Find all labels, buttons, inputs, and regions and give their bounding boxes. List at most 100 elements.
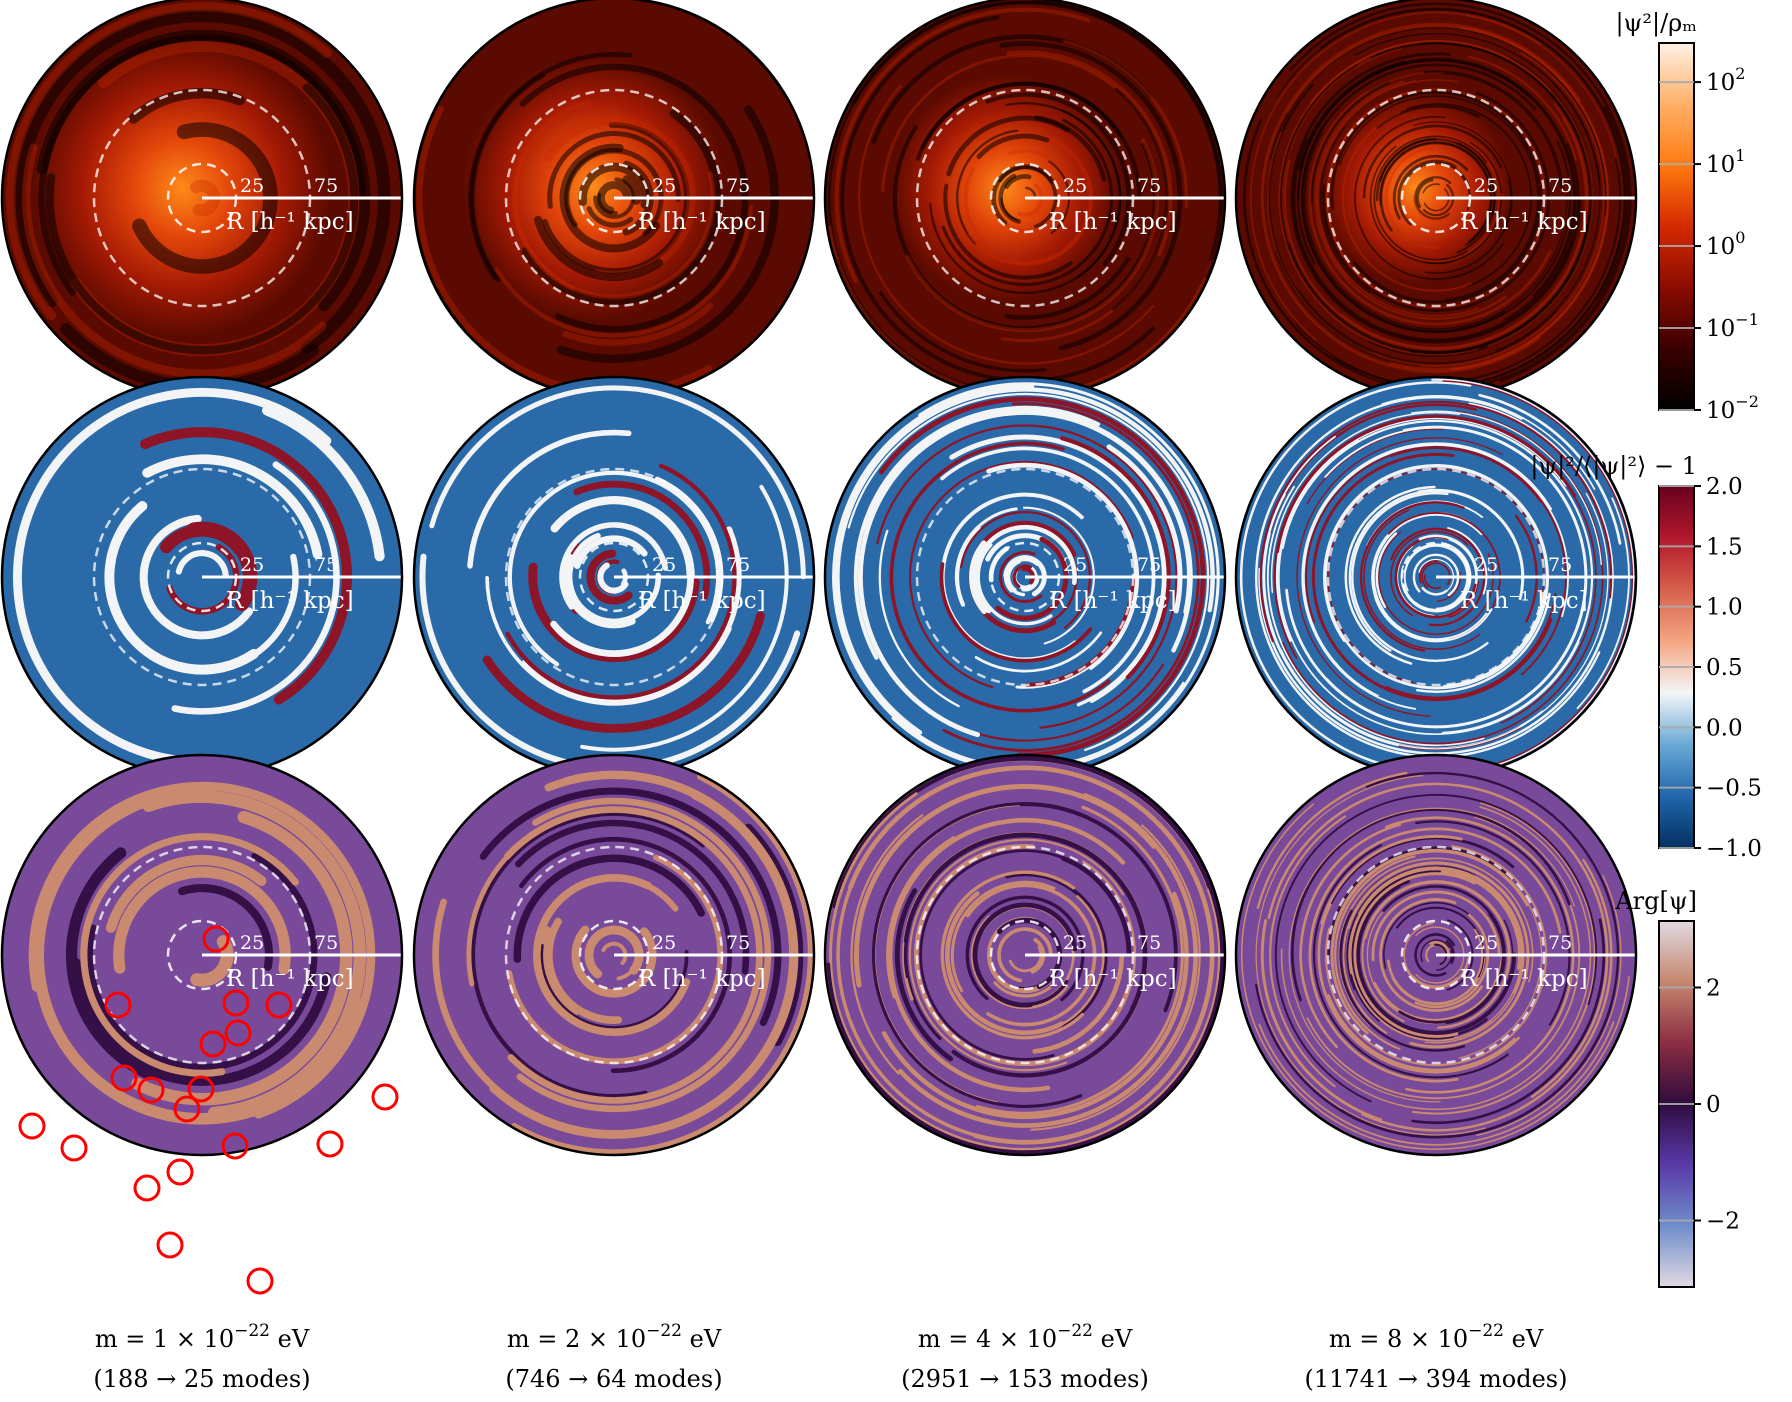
pattern-band — [853, 783, 1157, 988]
pattern-band — [1059, 436, 1171, 680]
modes-caption: (188 → 25 modes) — [93, 1365, 310, 1393]
pattern-band — [573, 535, 648, 570]
pattern-band — [1330, 849, 1529, 1035]
pattern-band — [503, 806, 763, 1104]
pattern-band — [1450, 26, 1610, 371]
pattern-band — [1418, 558, 1455, 596]
pattern-band — [1012, 564, 1033, 589]
pattern-band — [597, 562, 629, 594]
vortex-markers — [18, 925, 399, 1295]
colorbar-tick-label: 0 — [1706, 1092, 1721, 1118]
pattern-band — [1021, 567, 1035, 585]
vortex-marker — [222, 989, 250, 1017]
radial-tick-label: 25 — [652, 175, 676, 197]
pattern-band — [1344, 485, 1436, 665]
pattern-band — [1308, 827, 1562, 1083]
pattern-band — [954, 507, 1018, 584]
panel-fluctuation-3: 25 75 R [h⁻¹ kpc] — [823, 375, 1227, 779]
pattern-band — [1308, 71, 1552, 326]
pattern-band — [1478, 393, 1622, 545]
pattern-band — [1005, 872, 1108, 1028]
colorbar-density: |ψ²|/ρₘ 102 101 100 10−1 10−2 — [1615, 9, 1758, 424]
pattern-band — [941, 118, 1114, 287]
pattern-band — [1327, 846, 1512, 961]
radial-axis-label: R [h⁻¹ kpc] — [1049, 966, 1177, 992]
pattern-band — [516, 797, 772, 1113]
pattern-band — [976, 543, 1053, 626]
pattern-band — [1412, 553, 1460, 597]
radial-tick-label: 75 — [314, 554, 338, 576]
pattern-band — [905, 138, 1159, 333]
pattern-band — [1413, 121, 1513, 232]
pattern-band — [1351, 870, 1455, 1040]
pattern-band — [262, 405, 385, 562]
vortex-marker — [137, 1076, 165, 1104]
pattern-band — [1301, 442, 1533, 710]
pattern-band — [1371, 890, 1501, 962]
vortex-marker — [18, 1112, 46, 1140]
panel-grid: 25 75 R [h⁻¹ kpc] 25 75 R [h⁻¹ kpc] 25 75 R [h⁻¹… — [0, 0, 1638, 1295]
pattern-band — [1304, 131, 1568, 330]
pattern-band — [190, 935, 234, 987]
pattern-band — [80, 833, 299, 1077]
pattern-band — [1299, 823, 1402, 1049]
radial-tick-label: 25 — [1474, 554, 1498, 576]
radial-axis-label: R [h⁻¹ kpc] — [226, 966, 354, 992]
pattern-band — [1320, 834, 1463, 925]
pattern-band — [1442, 380, 1634, 767]
mass-caption: m = 1 × 10−22 eV — [95, 1321, 310, 1353]
pattern-band — [847, 392, 1210, 752]
pattern-band — [1275, 417, 1567, 642]
pattern-band — [850, 814, 924, 1075]
pattern-band — [1424, 179, 1512, 274]
pattern-band — [1364, 880, 1511, 1029]
vortex-marker — [166, 1158, 194, 1186]
pattern-band — [1260, 919, 1383, 1122]
pattern-band — [142, 454, 323, 560]
pattern-band — [1292, 138, 1580, 342]
pattern-band — [1267, 83, 1373, 354]
pattern-band — [1030, 824, 1201, 1131]
pattern-band — [943, 183, 1073, 280]
pattern-band — [1416, 178, 1434, 208]
pattern-band — [1431, 378, 1635, 771]
panel-phase-3: 25 75 R [h⁻¹ kpc] — [823, 753, 1227, 1157]
radial-tick-label: 25 — [240, 932, 264, 954]
pattern-band — [1426, 157, 1622, 384]
pattern-band — [1320, 126, 1371, 293]
pattern-band — [601, 941, 628, 966]
pattern-band — [1445, 940, 1455, 964]
pattern-band — [1255, 396, 1601, 758]
pattern-band — [1369, 145, 1503, 265]
pattern-band — [1332, 848, 1543, 1059]
pattern-band — [132, 122, 278, 274]
pattern-band — [840, 15, 1155, 383]
colorbar-phase: Arg[ψ] 2 0 −2 — [1614, 887, 1740, 1288]
pattern-band — [976, 133, 1050, 160]
mass-caption: m = 2 × 10−22 eV — [507, 1321, 722, 1353]
pattern-band — [1410, 410, 1602, 565]
pattern-band — [482, 611, 765, 733]
pattern-band — [1249, 11, 1542, 341]
pattern-band — [1416, 592, 1551, 693]
pattern-band — [1390, 527, 1486, 627]
pattern-band — [915, 81, 1123, 161]
pattern-band — [1310, 81, 1391, 205]
pattern-band — [1316, 80, 1416, 280]
pattern-band — [1371, 512, 1488, 642]
pattern-band — [1106, 444, 1183, 614]
pattern-band — [1017, 183, 1044, 217]
pattern-band — [1363, 509, 1481, 650]
pattern-band — [974, 631, 1103, 673]
radial-tick-label: 75 — [1137, 932, 1161, 954]
pattern-band — [533, 873, 691, 1036]
pattern-band — [511, 774, 814, 1155]
pattern-band — [1008, 945, 1043, 973]
pattern-band — [1277, 416, 1597, 724]
pattern-band — [547, 131, 681, 209]
pattern-band — [1423, 188, 1450, 212]
vortex-marker — [187, 1075, 215, 1103]
panel-fluctuation-1: 25 75 R [h⁻¹ kpc] — [0, 375, 404, 779]
pattern-band — [995, 536, 1069, 621]
